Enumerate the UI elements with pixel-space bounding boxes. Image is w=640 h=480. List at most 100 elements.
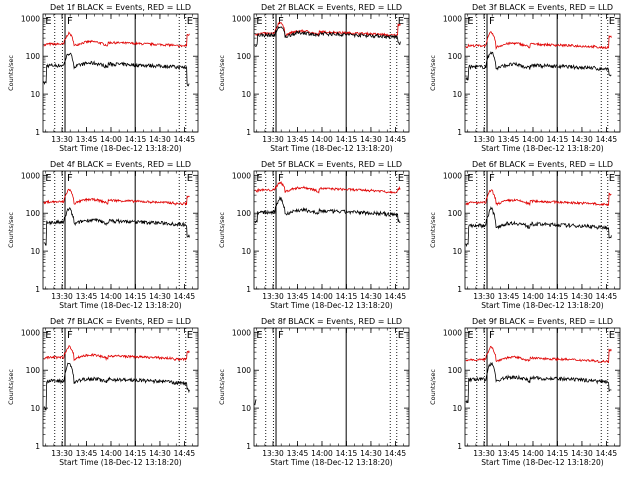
y-axis-label: Counts/sec — [429, 212, 437, 248]
x-axis-label: Start Time (18-Dec-12 13:18:20) — [270, 301, 392, 310]
panel-title: Det 5f BLACK = Events, RED = LLD — [261, 160, 402, 169]
x-tick-label: 14:15 — [125, 292, 147, 301]
panel-9: Det 9f BLACK = Events, RED = LLD 1 10 100 10… — [429, 317, 621, 467]
x-tick-label: 14:45 — [385, 292, 407, 301]
x-tick-label: 14:30 — [571, 449, 593, 458]
lld-series — [43, 31, 190, 48]
events-series — [43, 52, 190, 87]
x-tick-label: 13:30 — [51, 292, 73, 301]
events-series — [254, 399, 257, 406]
marker-E: E — [609, 173, 615, 184]
y-tick-label: 1000 — [21, 328, 40, 337]
y-tick-label: 1 — [457, 128, 462, 137]
x-tick-label: 14:45 — [174, 449, 196, 458]
events-series — [465, 361, 612, 404]
marker-F: F — [67, 173, 73, 184]
x-tick-label: 13:30 — [473, 449, 495, 458]
plot-frame — [464, 170, 621, 290]
x-tick-label: 14:30 — [571, 292, 593, 301]
x-axis-label: Start Time (18-Dec-12 13:18:20) — [59, 301, 181, 310]
x-tick-label: 14:30 — [149, 135, 171, 144]
x-axis-label: Start Time (18-Dec-12 13:18:20) — [270, 458, 392, 467]
y-tick-label: 1000 — [232, 171, 251, 180]
y-tick-label: 10 — [241, 247, 251, 256]
x-tick-label: 14:45 — [385, 449, 407, 458]
y-tick-label: 100 — [26, 52, 41, 61]
y-tick-label: 1 — [457, 285, 462, 294]
x-tick-label: 13:30 — [262, 449, 284, 458]
x-tick-label: 14:30 — [571, 135, 593, 144]
events-series — [43, 207, 190, 246]
y-tick-label: 10 — [452, 404, 462, 413]
x-tick-label: 14:45 — [385, 135, 407, 144]
marker-E: E — [256, 16, 262, 27]
x-tick-label: 13:30 — [473, 135, 495, 144]
x-axis-label: Start Time (18-Dec-12 13:18:20) — [59, 144, 181, 153]
x-axis-label: Start Time (18-Dec-12 13:18:20) — [270, 144, 392, 153]
events-series — [465, 206, 612, 248]
x-tick-label: 13:45 — [76, 135, 98, 144]
plot-frame — [253, 170, 410, 290]
marker-E: E — [187, 173, 193, 184]
marker-F: F — [278, 16, 284, 27]
lld-series — [465, 189, 612, 207]
x-axis-label: Start Time (18-Dec-12 13:18:20) — [481, 458, 603, 467]
events-series — [254, 25, 401, 48]
y-tick-label: 1000 — [443, 14, 462, 23]
lld-series — [465, 30, 612, 50]
x-tick-label: 14:15 — [547, 449, 569, 458]
marker-F: F — [489, 330, 495, 341]
plot-frame — [253, 13, 410, 133]
x-tick-label: 14:15 — [125, 449, 147, 458]
y-axis-label: Counts/sec — [7, 369, 15, 405]
y-tick-label: 100 — [26, 366, 41, 375]
y-axis-label: Counts/sec — [218, 55, 226, 91]
marker-E: E — [467, 173, 473, 184]
events-series — [254, 195, 401, 224]
panel-2: Det 2f BLACK = Events, RED = LLD 1 10 100 10… — [218, 3, 410, 153]
y-tick-label: 10 — [452, 90, 462, 99]
x-tick-label: 14:15 — [125, 135, 147, 144]
x-tick-label: 14:00 — [311, 449, 333, 458]
x-tick-label: 14:45 — [596, 449, 618, 458]
marker-F: F — [67, 16, 73, 27]
marker-F: F — [67, 330, 73, 341]
x-tick-label: 14:45 — [596, 292, 618, 301]
marker-E: E — [45, 330, 51, 341]
y-tick-label: 1000 — [232, 14, 251, 23]
x-tick-label: 13:45 — [76, 449, 98, 458]
y-axis-label: Counts/sec — [429, 369, 437, 405]
x-tick-label: 14:15 — [336, 135, 358, 144]
y-axis-label: Counts/sec — [7, 212, 15, 248]
panel-6: Det 6f BLACK = Events, RED = LLD 1 10 100 10… — [429, 160, 621, 310]
panel-title: Det 4f BLACK = Events, RED = LLD — [50, 160, 191, 169]
panel-3: Det 3f BLACK = Events, RED = LLD 1 10 100 10… — [429, 3, 621, 153]
y-tick-label: 1 — [246, 128, 251, 137]
y-tick-label: 1000 — [443, 328, 462, 337]
x-tick-label: 14:00 — [100, 449, 122, 458]
panel-title: Det 9f BLACK = Events, RED = LLD — [472, 317, 613, 326]
y-tick-label: 10 — [241, 404, 251, 413]
marker-E: E — [45, 173, 51, 184]
y-tick-label: 100 — [237, 52, 252, 61]
marker-E: E — [256, 173, 262, 184]
y-tick-label: 1 — [457, 442, 462, 451]
panel-8: Det 8f BLACK = Events, RED = LLD 1 10 100 10… — [218, 317, 410, 467]
panel-title: Det 3f BLACK = Events, RED = LLD — [472, 3, 613, 12]
plot-frame — [42, 170, 199, 290]
panel-title: Det 6f BLACK = Events, RED = LLD — [472, 160, 613, 169]
lld-series — [254, 181, 401, 194]
x-tick-label: 13:45 — [498, 449, 520, 458]
panel-title: Det 7f BLACK = Events, RED = LLD — [50, 317, 191, 326]
panel-title: Det 1f BLACK = Events, RED = LLD — [50, 3, 191, 12]
y-tick-label: 1000 — [21, 171, 40, 180]
y-axis-label: Counts/sec — [7, 55, 15, 91]
panel-5: Det 5f BLACK = Events, RED = LLD 1 10 100 10… — [218, 160, 410, 310]
x-tick-label: 14:15 — [336, 449, 358, 458]
y-tick-label: 100 — [448, 366, 463, 375]
x-tick-label: 14:00 — [522, 449, 544, 458]
plot-frame — [253, 327, 410, 447]
marker-F: F — [278, 330, 284, 341]
y-tick-label: 1000 — [232, 328, 251, 337]
x-tick-label: 14:00 — [311, 135, 333, 144]
